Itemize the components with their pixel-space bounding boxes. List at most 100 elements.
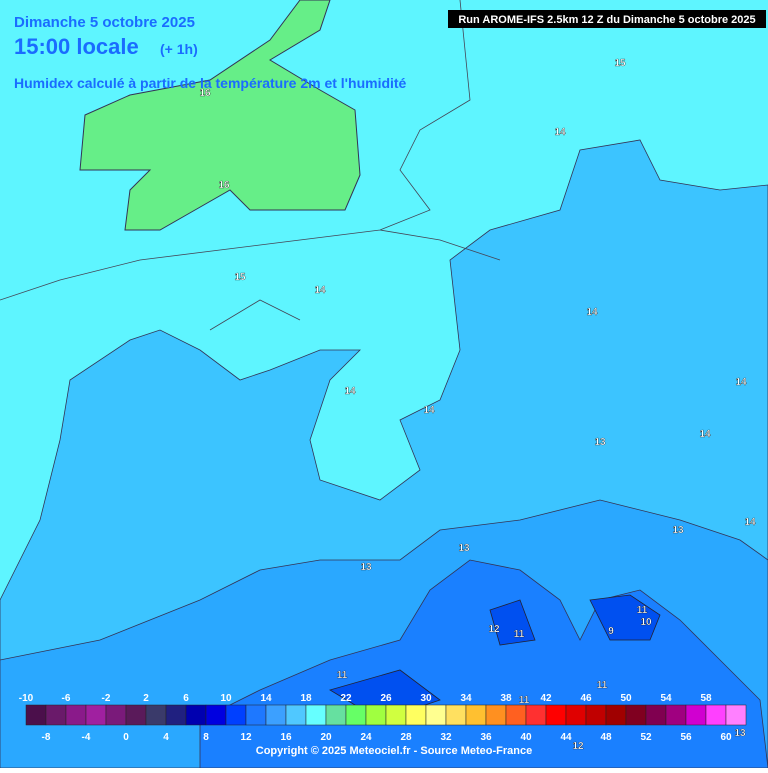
- legend-swatch: [505, 704, 527, 726]
- contour-label: 13: [594, 437, 606, 448]
- legend-label: 18: [300, 693, 312, 704]
- legend-swatch: [525, 704, 547, 726]
- legend-label: 52: [640, 732, 652, 743]
- legend-label: 10: [220, 693, 232, 704]
- legend-swatch: [425, 704, 447, 726]
- legend-label: 8: [203, 732, 209, 743]
- contour-label: 14: [423, 405, 435, 416]
- legend-label: 22: [340, 693, 352, 704]
- legend-label: 6: [183, 693, 189, 704]
- contour-label: 9: [608, 626, 614, 637]
- legend-swatch: [565, 704, 587, 726]
- subtitle: Humidex calculé à partir de la températu…: [14, 75, 407, 91]
- legend-swatch: [725, 704, 747, 726]
- legend-swatch: [445, 704, 467, 726]
- legend-label: 40: [520, 732, 532, 743]
- legend-label: 34: [460, 693, 472, 704]
- legend-label: 28: [400, 732, 412, 743]
- contour-label: 11: [519, 695, 530, 706]
- legend-swatch: [245, 704, 267, 726]
- legend-label: 20: [320, 732, 332, 743]
- legend-label: -6: [62, 693, 71, 704]
- contour-label: 14: [735, 377, 747, 388]
- legend-swatch: [545, 704, 567, 726]
- run-box: [448, 10, 766, 28]
- contour-label: 16: [218, 180, 230, 191]
- copyright: Copyright © 2025 Meteociel.fr - Source M…: [256, 745, 532, 757]
- legend-label: 56: [680, 732, 692, 743]
- legend-label: -4: [82, 732, 91, 743]
- legend-label: 2: [143, 693, 149, 704]
- legend-swatch: [605, 704, 627, 726]
- legend-swatch: [65, 704, 87, 726]
- legend-swatch: [705, 704, 727, 726]
- legend-label: 4: [163, 732, 169, 743]
- legend-swatch: [205, 704, 227, 726]
- legend-label: 46: [580, 693, 592, 704]
- contour-label: 15: [614, 58, 626, 69]
- contour-label: 13: [672, 525, 684, 536]
- contour-label: 14: [744, 517, 756, 528]
- legend-swatch: [345, 704, 367, 726]
- contour-label: 11: [514, 629, 525, 640]
- legend-label: 24: [360, 732, 372, 743]
- contour-label: 14: [554, 127, 566, 138]
- legend-swatch: [225, 704, 247, 726]
- legend-swatch: [585, 704, 607, 726]
- contour-label: 11: [637, 605, 648, 616]
- legend-label: 14: [260, 693, 272, 704]
- legend-swatch: [165, 704, 187, 726]
- contour-label: 14: [314, 285, 326, 296]
- legend-label: 38: [500, 693, 512, 704]
- legend-swatch: [45, 704, 67, 726]
- legend-swatch: [145, 704, 167, 726]
- legend-swatch: [305, 704, 327, 726]
- legend-label: 0: [123, 732, 129, 743]
- contour-label: 15: [234, 272, 246, 283]
- legend-swatch: [125, 704, 147, 726]
- legend-label: 42: [540, 693, 552, 704]
- date: Dimanche 5 octobre 2025: [14, 14, 195, 31]
- legend-label: 50: [620, 693, 632, 704]
- legend-swatch: [285, 704, 307, 726]
- legend-swatch: [625, 704, 647, 726]
- legend-label: 12: [240, 732, 252, 743]
- legend-label: 54: [660, 693, 672, 704]
- contour-label: 13: [458, 543, 470, 554]
- legend-label: -2: [102, 693, 111, 704]
- legend-label: -8: [42, 732, 51, 743]
- legend-label: 58: [700, 693, 712, 704]
- contour-label: 13: [360, 562, 372, 573]
- legend-label: 26: [380, 693, 392, 704]
- legend-label: 16: [280, 732, 292, 743]
- contour-label: 11: [337, 670, 348, 681]
- legend-label: 32: [440, 732, 452, 743]
- legend-swatch: [485, 704, 507, 726]
- legend-label: 30: [420, 693, 432, 704]
- legend-swatch: [365, 704, 387, 726]
- legend-swatch: [685, 704, 707, 726]
- legend-label: -10: [19, 693, 34, 704]
- legend-label: 48: [600, 732, 612, 743]
- contour-label: 14: [344, 386, 356, 397]
- legend-swatch: [325, 704, 347, 726]
- legend-swatch: [85, 704, 107, 726]
- legend-swatch: [105, 704, 127, 726]
- contour-label: 11: [597, 680, 608, 691]
- contour-label: 13: [734, 728, 746, 739]
- border: [0, 0, 501, 331]
- offset: (+ 1h): [160, 41, 198, 57]
- legend-swatch: [465, 704, 487, 726]
- time: 15:00 locale: [14, 34, 139, 59]
- legend-swatch: [265, 704, 287, 726]
- legend-swatch: [645, 704, 667, 726]
- legend-label: 36: [480, 732, 492, 743]
- run-info: Run AROME-IFS 2.5km 12 Z du Dimanche 5 o…: [458, 14, 755, 26]
- legend-swatch: [385, 704, 407, 726]
- contour-label: 14: [586, 307, 598, 318]
- contour-label: 14: [699, 429, 711, 440]
- legend-swatch: [185, 704, 207, 726]
- humidex-zone-16: [79, 0, 361, 231]
- legend-label: 44: [560, 732, 572, 743]
